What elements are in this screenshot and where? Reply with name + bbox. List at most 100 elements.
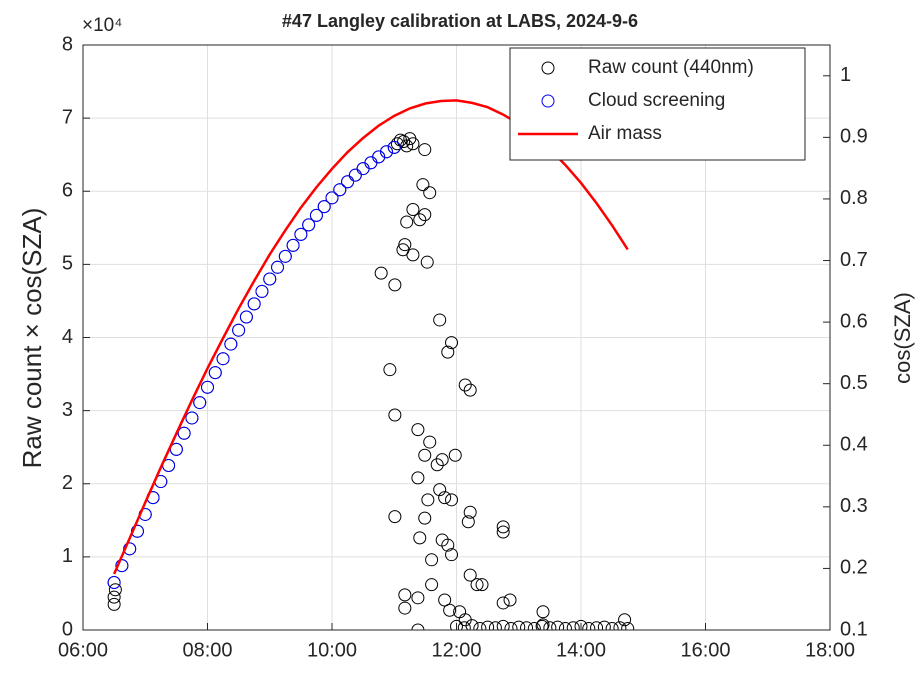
scatter-point xyxy=(574,619,588,630)
y2-tick-label: 0.9 xyxy=(840,126,868,148)
scatter-point xyxy=(445,548,459,562)
legend-label: Raw count (440nm) xyxy=(588,57,754,78)
scatter-point xyxy=(255,284,269,298)
scatter-point xyxy=(458,378,472,392)
scatter-point xyxy=(605,622,619,630)
legend-box xyxy=(509,47,806,161)
x-tick-label: 10:00 xyxy=(307,639,357,661)
y-tick-label: 5 xyxy=(62,253,73,275)
scatter-point xyxy=(406,203,420,217)
scatter-point xyxy=(216,352,230,366)
scatter-point xyxy=(398,601,412,615)
scatter-point xyxy=(115,559,129,573)
y-exponent: ×10⁴ xyxy=(82,15,122,36)
scatter-point xyxy=(317,200,331,214)
scatter-point xyxy=(193,396,207,410)
x-tick-label: 12:00 xyxy=(431,639,481,661)
scatter-point xyxy=(413,531,427,545)
y-tick-label: 3 xyxy=(62,399,73,421)
scatter-point xyxy=(416,178,430,192)
scatter-point xyxy=(201,380,214,394)
scatter-point xyxy=(613,621,627,630)
scatter-point xyxy=(535,619,549,630)
scatter-point xyxy=(461,515,475,529)
scatter-point xyxy=(438,491,452,505)
scatter-point xyxy=(341,175,355,189)
scatter-point xyxy=(536,605,550,619)
scatter-point xyxy=(618,613,632,627)
legend-label: Air mass xyxy=(588,123,662,144)
scatter-point xyxy=(107,590,121,604)
scatter-point xyxy=(108,583,122,597)
y2-tick-label: 0.6 xyxy=(840,310,868,332)
y2-tick-label: 0.1 xyxy=(840,618,868,640)
scatter-point xyxy=(397,135,411,149)
scatter-point xyxy=(527,622,541,630)
scatter-point xyxy=(470,578,484,592)
scatter-point xyxy=(520,621,534,630)
y-axis-label: Raw count × cos(SZA) xyxy=(17,208,47,469)
y-tick-label: 6 xyxy=(62,180,73,202)
scatter-point xyxy=(488,621,502,630)
plot-area xyxy=(107,99,635,630)
scatter-point xyxy=(208,366,222,380)
scatter-point xyxy=(325,191,339,205)
y-tick-label: 1 xyxy=(62,545,73,567)
scatter-point xyxy=(309,208,323,222)
scatter-point xyxy=(443,603,457,617)
scatter-point xyxy=(512,620,526,630)
scatter-point xyxy=(185,411,199,425)
scatter-point xyxy=(224,337,238,351)
scatter-point xyxy=(247,297,261,311)
scatter-point xyxy=(177,426,191,440)
y2-tick-label: 0.7 xyxy=(840,249,868,271)
scatter-point xyxy=(543,621,557,630)
scatter-point xyxy=(425,553,439,567)
scatter-point xyxy=(232,323,246,337)
scatter-point xyxy=(450,619,463,630)
scatter-point xyxy=(333,183,347,197)
scatter-point xyxy=(536,618,550,630)
x-tick-label: 14:00 xyxy=(556,639,606,661)
y-tick-label: 4 xyxy=(62,326,73,348)
scatter-point xyxy=(418,208,432,222)
scatter-point xyxy=(294,227,308,241)
scatter-point xyxy=(481,620,495,630)
scatter-point xyxy=(463,383,477,397)
scatter-point xyxy=(400,139,414,153)
scatter-point xyxy=(271,260,285,274)
legend-swatch xyxy=(541,94,555,108)
scatter-point xyxy=(423,435,437,449)
scatter-point xyxy=(123,542,137,556)
scatter-point xyxy=(496,525,510,539)
scatter-point xyxy=(398,588,412,602)
y2-tick-label: 0.8 xyxy=(840,187,868,209)
scatter-point xyxy=(473,622,487,630)
y2-tick-label: 0.4 xyxy=(840,434,868,456)
scatter-point xyxy=(582,622,596,630)
scatter-point xyxy=(465,619,479,630)
scatter-point xyxy=(372,150,386,164)
scatter-point xyxy=(418,448,432,462)
scatter-point xyxy=(504,622,518,630)
x-tick-label: 06:00 xyxy=(58,639,108,661)
y-tick-label: 0 xyxy=(62,618,73,640)
y-tick-label: 8 xyxy=(62,33,73,55)
legend-swatch xyxy=(541,61,555,75)
scatter-point xyxy=(475,578,489,592)
scatter-point xyxy=(107,575,121,589)
legend-label: Cloud screening xyxy=(588,90,725,111)
scatter-point xyxy=(411,623,425,630)
scatter-point xyxy=(348,168,362,182)
scatter-point xyxy=(441,538,455,552)
scatter-point xyxy=(457,621,471,630)
scatter-point xyxy=(496,520,510,534)
x-tick-label: 16:00 xyxy=(680,639,730,661)
scatter-point xyxy=(551,620,565,630)
y2-tick-label: 0.2 xyxy=(840,557,868,579)
y2-tick-label: 1 xyxy=(840,64,851,86)
scatter-point xyxy=(390,137,404,151)
y-tick-label: 7 xyxy=(62,106,73,128)
scatter-point xyxy=(420,255,434,269)
scatter-point xyxy=(418,143,432,157)
